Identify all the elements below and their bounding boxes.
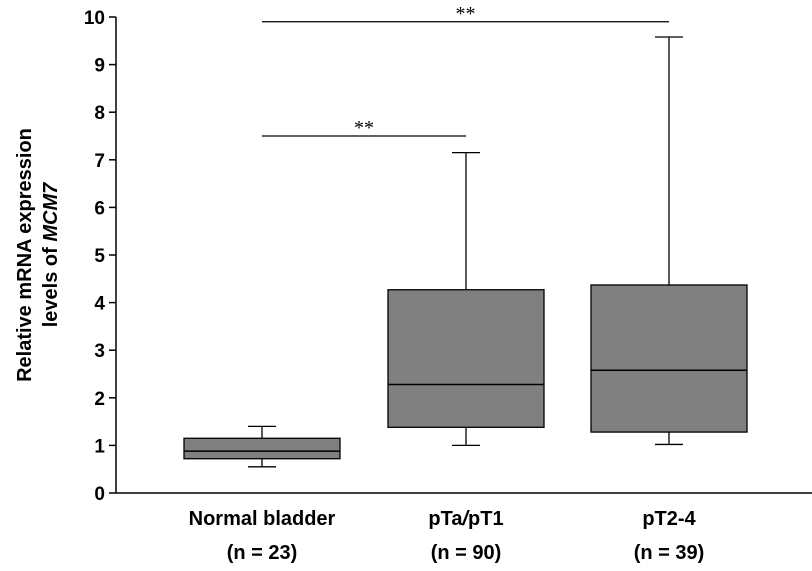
box-2 (590, 36, 748, 446)
category-labels: Normal bladder (n = 23) pTa/pT1 (n = 90) pT2… (189, 508, 705, 564)
y-tick-label: 1 (94, 436, 105, 457)
category-label-part: pTa (428, 508, 463, 530)
significance-label: ** (354, 117, 374, 139)
y-tick-label: 8 (94, 103, 105, 124)
box-1 (387, 152, 545, 447)
box-0 (183, 425, 341, 468)
y-axis-label-prefix: levels of (40, 242, 62, 328)
category-label-part: pT1 (468, 508, 504, 530)
y-axis-label-gene: MCM7 (40, 182, 62, 242)
significance-brackets: ** ** (262, 3, 669, 139)
category-label: pT2-4 (642, 508, 696, 530)
box-series (183, 36, 748, 468)
y-tick-label: 6 (94, 198, 105, 219)
y-tick-label: 2 (94, 389, 105, 410)
category-label: Normal bladder (189, 508, 336, 530)
y-axis: 0 1 2 3 4 5 6 7 8 9 10 (84, 8, 117, 505)
y-tick-label: 4 (94, 294, 105, 315)
y-axis-label-line2: levels of MCM7 (40, 182, 62, 327)
box-iqr (387, 289, 545, 428)
category-n-label: (n = 90) (431, 542, 502, 564)
box-iqr (590, 284, 748, 433)
y-tick-label: 7 (94, 151, 105, 172)
category-label: pTa/pT1 (428, 508, 503, 530)
y-axis-label-line1: Relative mRNA expression (14, 128, 36, 382)
category-n-label: (n = 23) (227, 542, 298, 564)
significance-label: ** (456, 3, 476, 25)
y-tick-label: 0 (94, 484, 105, 505)
category-label-part: / (461, 508, 470, 530)
box-iqr (183, 437, 341, 460)
y-tick-label: 9 (94, 56, 105, 77)
category-n-label: (n = 39) (634, 542, 705, 564)
y-tick-label: 5 (94, 246, 105, 267)
y-tick-label: 3 (94, 341, 105, 362)
y-tick-label: 10 (84, 8, 105, 29)
